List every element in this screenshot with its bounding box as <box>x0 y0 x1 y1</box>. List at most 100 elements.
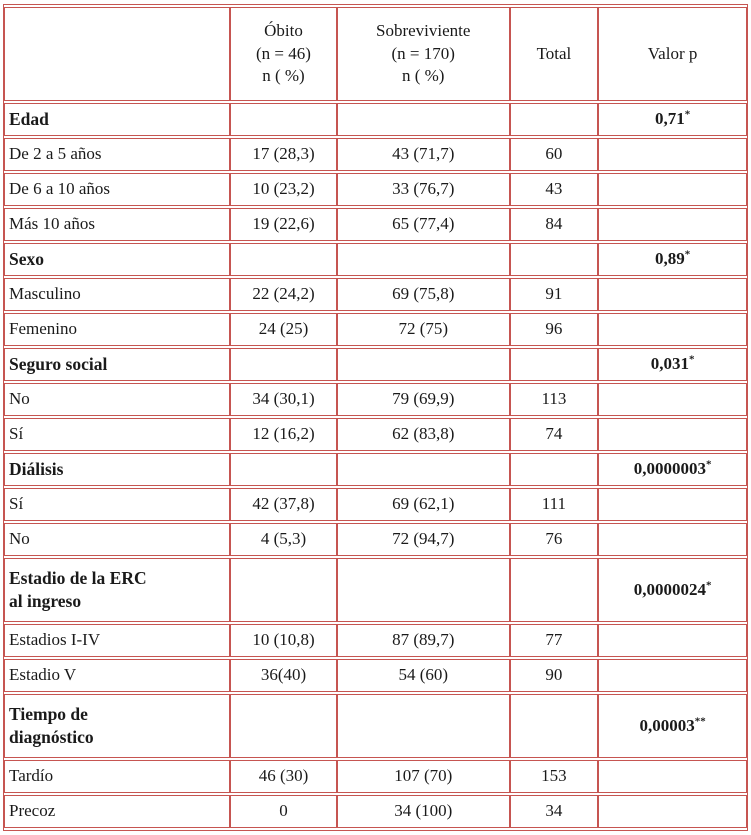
row-label-cell: De 6 a 10 años <box>4 173 231 206</box>
sobreviviente-count-cell: 65 (77,4) <box>336 208 510 241</box>
row-label-cell: Sí <box>4 488 231 521</box>
obito-count-cell: 17 (28,3) <box>230 138 337 171</box>
p-value-asterisk: * <box>705 579 712 592</box>
obito-count-cell: 0 <box>230 795 337 828</box>
row-label-cell: Estadios I-IV <box>4 624 231 657</box>
p-value-cell <box>598 624 747 657</box>
section-row: Estadio de la ERC al ingreso 0,0000024* <box>4 558 747 622</box>
p-value-cell <box>598 138 747 171</box>
sobreviviente-count-cell <box>336 694 510 758</box>
header-valor-p-cell: Valor p <box>598 7 747 101</box>
row-label: Estadio de la ERC <box>9 567 147 588</box>
row-label: Edad <box>9 108 49 129</box>
obito-count-cell: 10 (10,8) <box>230 624 337 657</box>
p-value: 0,031 <box>650 354 689 374</box>
sobreviviente-count-cell: 107 (70) <box>336 760 510 793</box>
row-label-cell: Femenino <box>4 313 231 346</box>
row-label-cell: Estadio de la ERC al ingreso <box>4 558 231 622</box>
row-label-cell: Masculino <box>4 278 231 311</box>
obito-count-cell: 34 (30,1) <box>230 383 337 416</box>
p-value-asterisk: * <box>684 108 691 121</box>
total-count-cell: 76 <box>509 523 599 556</box>
sobreviviente-count-cell <box>336 243 510 276</box>
sobreviviente-count-cell: 87 (89,7) <box>336 624 510 657</box>
p-value-cell <box>598 383 747 416</box>
total-count-cell: 84 <box>509 208 599 241</box>
row-label-line2: al ingreso <box>9 591 82 611</box>
section-row: Diálisis 0,0000003* <box>4 453 747 486</box>
obito-count-cell: 22 (24,2) <box>230 278 337 311</box>
header-sobreviviente-cell: Sobreviviente (n = 170) n ( %) <box>336 7 510 101</box>
header-obito-npct: n ( %) <box>262 66 305 86</box>
header-row: Óbito (n = 46) n ( %) Sobreviviente (n =… <box>4 7 747 101</box>
total-count-cell: 113 <box>509 383 599 416</box>
row-label-cell: Tiempo de diagnóstico <box>4 694 231 758</box>
sobreviviente-count-cell <box>336 558 510 622</box>
total-count-cell <box>509 453 599 486</box>
obito-count-cell <box>230 558 337 622</box>
obito-count-cell: 19 (22,6) <box>230 208 337 241</box>
p-value-cell: 0,031* <box>598 348 747 381</box>
table-row: Sí 12 (16,2) 62 (83,8) 74 <box>4 418 747 451</box>
sobreviviente-count-cell <box>336 103 510 136</box>
total-count-cell: 111 <box>509 488 599 521</box>
row-label: Sí <box>9 494 24 514</box>
total-count-cell <box>509 558 599 622</box>
obito-count-cell <box>230 348 337 381</box>
total-count-cell: 74 <box>509 418 599 451</box>
p-value-cell <box>598 488 747 521</box>
p-value-asterisk: * <box>684 248 691 261</box>
row-label: No <box>9 529 30 549</box>
row-label: Masculino <box>9 284 81 304</box>
row-label-cell: Sexo <box>4 243 231 276</box>
row-label: Precoz <box>9 801 56 821</box>
total-count-cell <box>509 103 599 136</box>
obito-count-cell: 42 (37,8) <box>230 488 337 521</box>
table-row: Estadio V 36(40) 54 (60) 90 <box>4 659 747 692</box>
row-label: Seguro social <box>9 353 108 374</box>
p-value-cell <box>598 659 747 692</box>
table-row: Estadios I-IV 10 (10,8) 87 (89,7) 77 <box>4 624 747 657</box>
row-label: Sexo <box>9 248 44 269</box>
total-count-cell: 91 <box>509 278 599 311</box>
sobreviviente-count-cell: 54 (60) <box>336 659 510 692</box>
p-value-cell <box>598 313 747 346</box>
row-label: De 6 a 10 años <box>9 179 111 199</box>
p-value-cell <box>598 523 747 556</box>
sobreviviente-count-cell: 79 (69,9) <box>336 383 510 416</box>
row-label: No <box>9 389 30 409</box>
row-label-cell: Tardío <box>4 760 231 793</box>
row-label-cell: Precoz <box>4 795 231 828</box>
sobreviviente-count-cell: 72 (75) <box>336 313 510 346</box>
row-label-cell: Más 10 años <box>4 208 231 241</box>
row-label-cell: Diálisis <box>4 453 231 486</box>
row-label: De 2 a 5 años <box>9 144 102 164</box>
obito-count-cell: 4 (5,3) <box>230 523 337 556</box>
table-row: No 4 (5,3) 72 (94,7) 76 <box>4 523 747 556</box>
table-row: Femenino 24 (25) 72 (75) 96 <box>4 313 747 346</box>
obito-count-cell: 46 (30) <box>230 760 337 793</box>
mortality-statistics-table: Óbito (n = 46) n ( %) Sobreviviente (n =… <box>3 4 748 831</box>
row-label-cell: No <box>4 383 231 416</box>
row-label: Estadio V <box>9 665 77 685</box>
total-count-cell <box>509 243 599 276</box>
p-value-cell <box>598 208 747 241</box>
header-sobreviviente-title: Sobreviviente <box>376 21 471 41</box>
p-value: 0,0000024 <box>633 579 706 599</box>
sobreviviente-count-cell: 34 (100) <box>336 795 510 828</box>
row-label: Más 10 años <box>9 214 95 234</box>
total-count-cell: 153 <box>509 760 599 793</box>
row-label: Estadios I-IV <box>9 630 101 650</box>
total-count-cell: 43 <box>509 173 599 206</box>
row-label: Femenino <box>9 319 77 339</box>
p-value-cell <box>598 418 747 451</box>
obito-count-cell <box>230 103 337 136</box>
obito-count-cell <box>230 694 337 758</box>
sobreviviente-count-cell: 69 (75,8) <box>336 278 510 311</box>
row-label-cell: Estadio V <box>4 659 231 692</box>
table-row: De 6 a 10 años 10 (23,2) 33 (76,7) 43 <box>4 173 747 206</box>
table-row: Más 10 años 19 (22,6) 65 (77,4) 84 <box>4 208 747 241</box>
p-value-asterisk: * <box>705 458 712 471</box>
header-corner-cell <box>4 7 231 101</box>
sobreviviente-count-cell <box>336 453 510 486</box>
